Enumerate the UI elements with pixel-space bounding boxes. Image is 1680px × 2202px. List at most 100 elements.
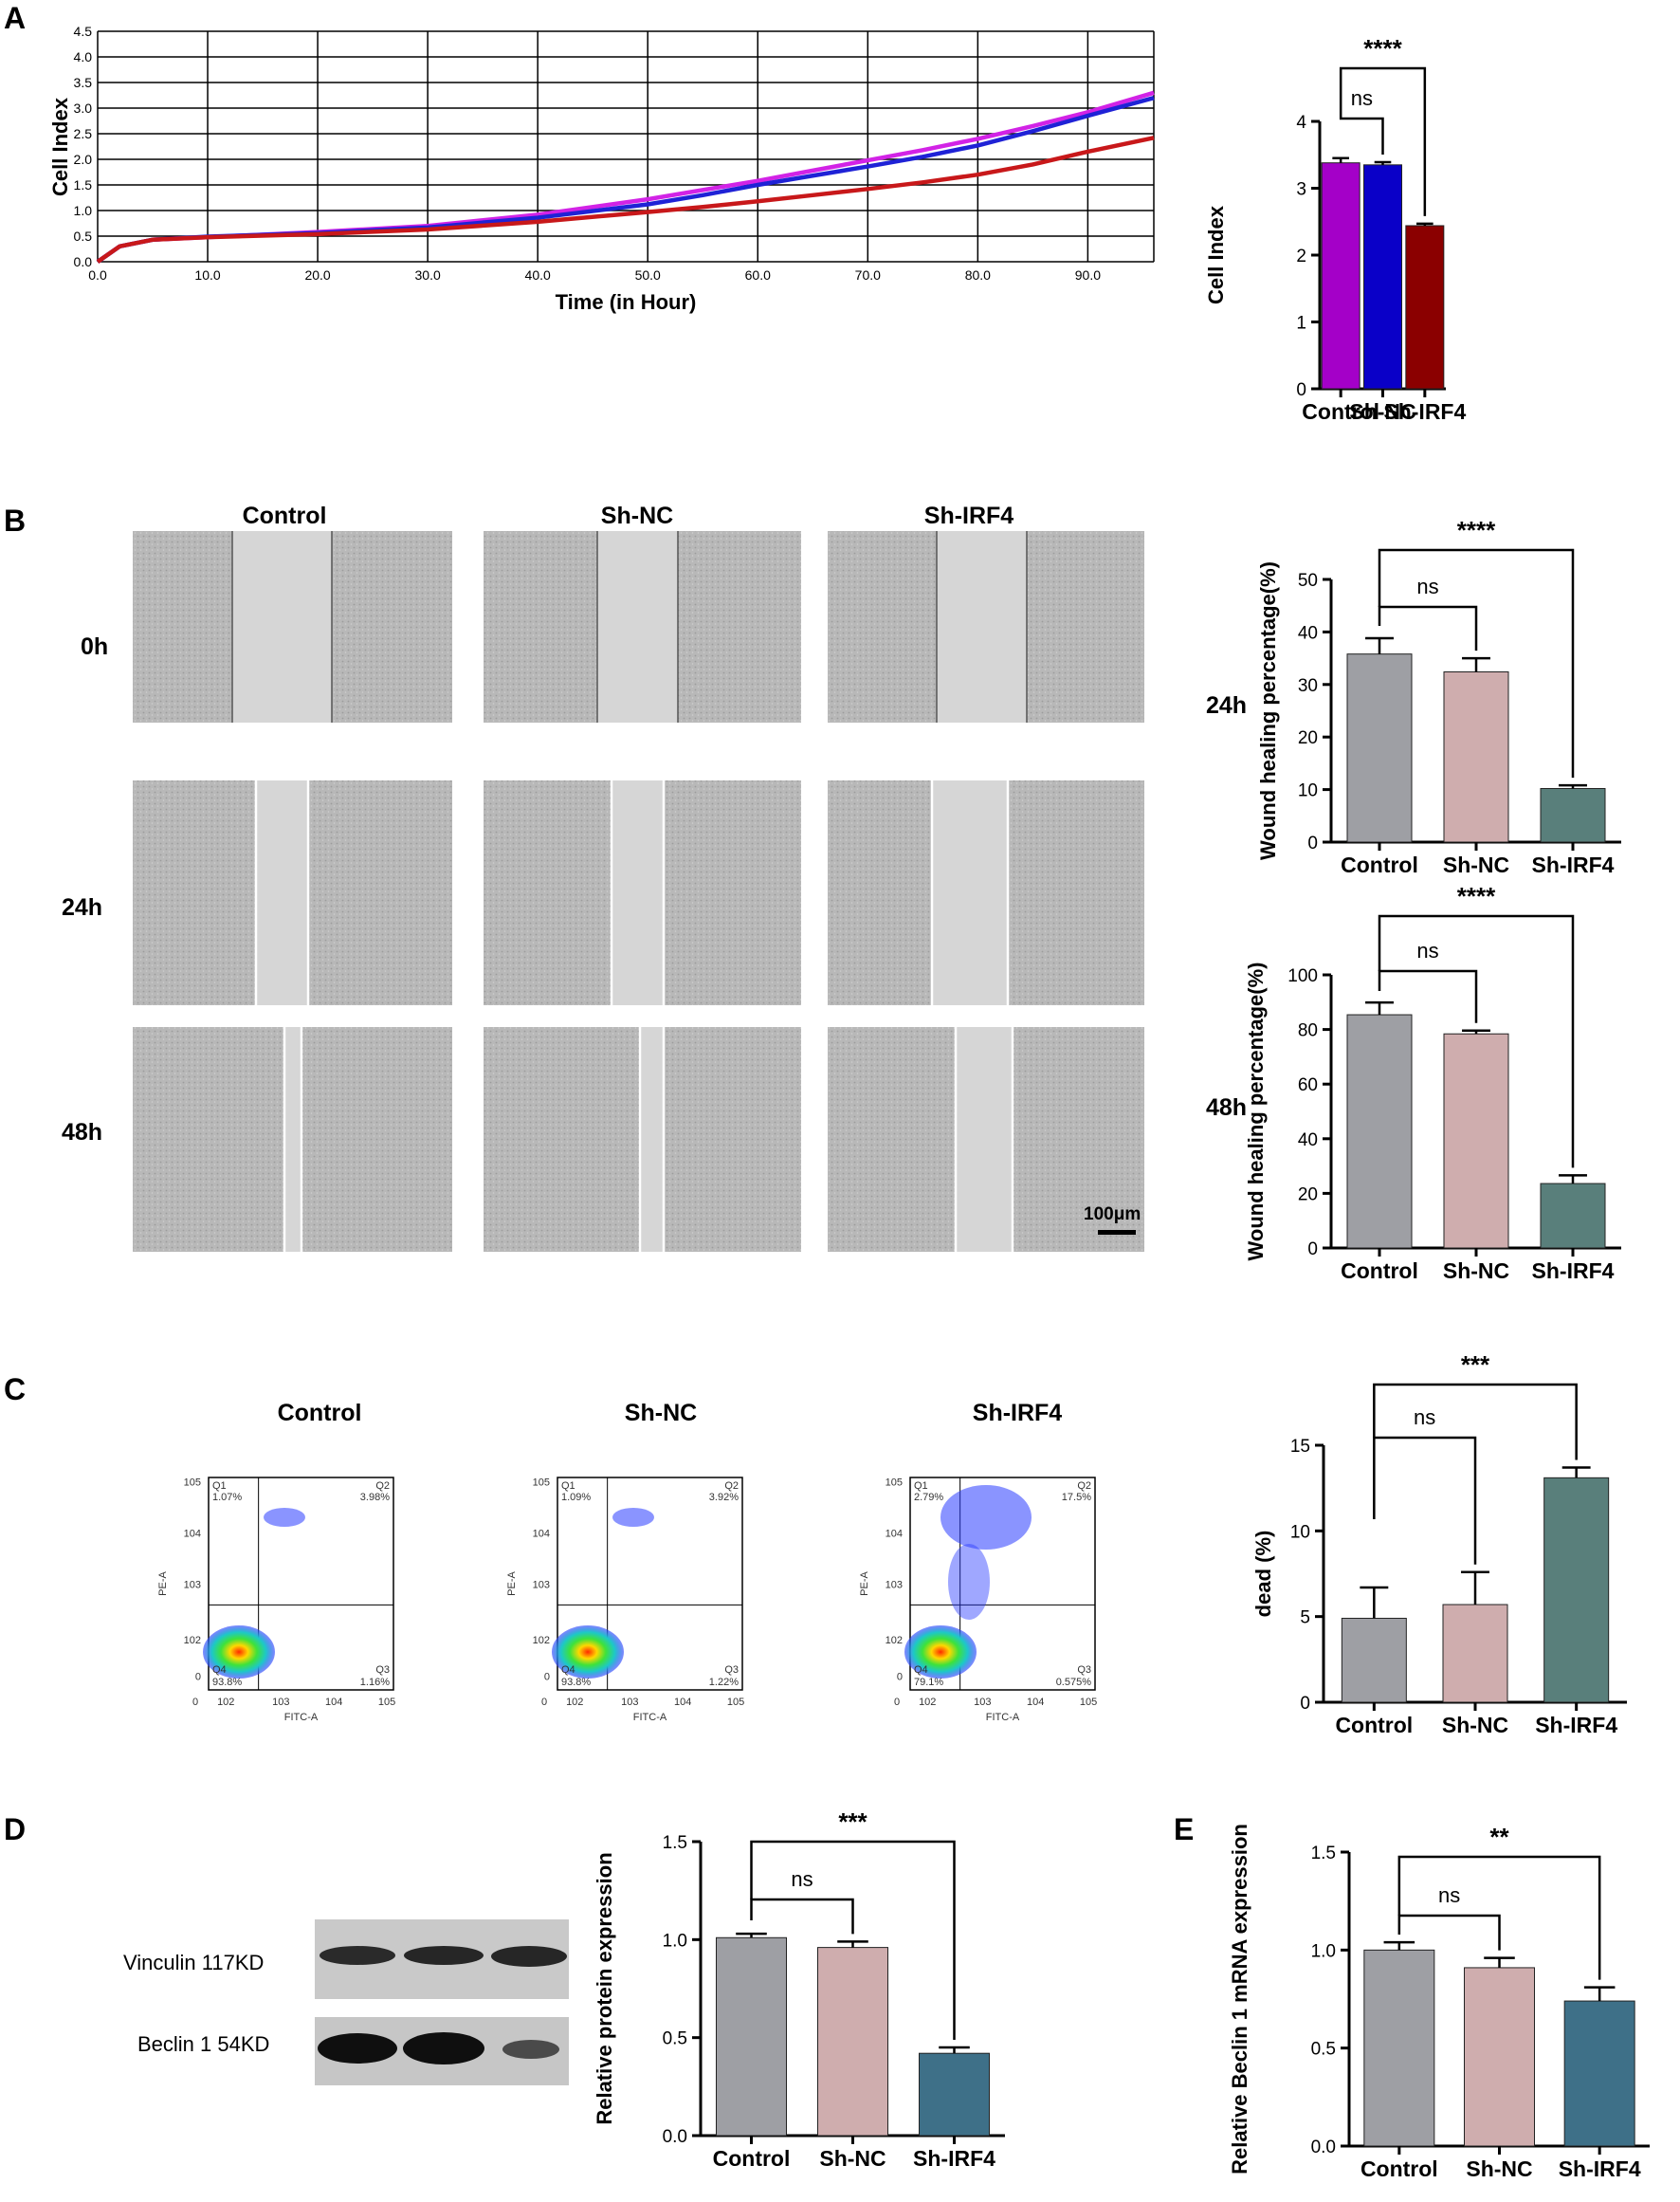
category-label: Sh-IRF4	[1559, 2156, 1641, 2181]
quadrant-name: Q3	[1077, 1664, 1091, 1676]
blot-band	[318, 2033, 397, 2064]
y-tick-label: 3.5	[74, 75, 93, 90]
y-tick-label: 4	[1296, 113, 1306, 133]
y-tick-label: 1.0	[1311, 1941, 1336, 1961]
y-tick-label: 1.0	[663, 1931, 687, 1951]
flow-x-tick-label: 102	[919, 1697, 936, 1708]
panel-label-d: D	[4, 1812, 26, 1846]
quadrant-value: 0.575%	[1056, 1677, 1092, 1688]
x-tick-label: 50.0	[635, 267, 661, 283]
flow-y-axis-title: PE-A	[506, 1571, 518, 1596]
quadrant-value: 1.22%	[709, 1677, 739, 1688]
flow-y-tick-label: 103	[184, 1579, 201, 1590]
x-tick-label: 20.0	[304, 267, 330, 283]
quadrant-value: 17.5%	[1062, 1492, 1091, 1503]
y-tick-label: 10	[1290, 1522, 1310, 1542]
category-label: Control	[1302, 399, 1379, 424]
category-label: Control	[713, 2146, 791, 2171]
quadrant-name: Q1	[914, 1480, 928, 1492]
cell-population	[904, 1625, 977, 1679]
y-axis-title: Relative Beclin 1 mRNA expression	[1228, 1824, 1251, 2174]
category-label: Sh-NC	[1443, 1258, 1509, 1283]
panel-label-b: B	[4, 504, 26, 538]
category-label: Sh-IRF4	[1532, 1258, 1615, 1283]
column-title-shnc-b: Sh-NC	[601, 503, 673, 529]
flow-x-axis-title: FITC-A	[633, 1712, 667, 1723]
quadrant-name: Q2	[724, 1480, 739, 1492]
panel-label-a: A	[4, 1, 26, 35]
x-axis-title: Time (in Hour)	[556, 290, 697, 314]
flow-y-tick-label: 104	[886, 1528, 903, 1539]
flow-x-tick-label: 103	[621, 1697, 638, 1708]
y-tick-label: 5	[1300, 1608, 1310, 1628]
dead-percent-bar-chart: 0 5 10 15 Control Sh-NC Sh-IRF4 dead (%) ns ***	[1251, 1350, 1627, 1737]
row-label-48h: 48h	[62, 1119, 102, 1146]
y-tick-label: 3.0	[74, 101, 93, 116]
y-tick-label: 0.0	[74, 254, 93, 269]
blot-label-beclin1: Beclin 1 54KD	[137, 2032, 269, 2056]
comparison-label: ns	[1438, 1883, 1460, 1907]
comparison-bracket	[750, 1840, 956, 2040]
quadrant-name: Q2	[1077, 1480, 1091, 1492]
x-tick-label: 80.0	[965, 267, 991, 283]
y-tick-label: 0.0	[1311, 2138, 1336, 2157]
flow-y-tick-label: 0	[544, 1672, 550, 1683]
flow-x-tick-label: 102	[217, 1697, 234, 1708]
bar-sh-nc	[1363, 164, 1402, 390]
flow-x-tick-label: 0	[541, 1697, 547, 1708]
cell-population	[203, 1625, 275, 1679]
y-axis-title: Relative protein expression	[593, 1852, 616, 2124]
comparison-label: ****	[1363, 34, 1402, 63]
flow-y-tick-label: 105	[886, 1477, 903, 1488]
category-label: Sh-NC	[1349, 399, 1415, 424]
x-tick-label: 70.0	[855, 267, 881, 283]
bar-sh-irf4	[919, 2052, 990, 2137]
y-tick-label: 80	[1298, 1021, 1318, 1041]
y-tick-label: 60	[1298, 1075, 1318, 1095]
wound-gap	[932, 780, 1008, 1005]
flow-y-tick-label: 0	[897, 1672, 903, 1683]
x-tick-label: 90.0	[1075, 267, 1101, 283]
comparison-label: ns	[791, 1867, 813, 1891]
y-tick-label: 1.5	[74, 177, 93, 193]
y-tick-label: 2.5	[74, 126, 93, 141]
quadrant-name: Q1	[561, 1480, 575, 1492]
y-tick-label: 0	[1300, 1694, 1310, 1714]
quadrant-value: 3.92%	[709, 1492, 739, 1503]
flow-y-tick-label: 105	[533, 1477, 550, 1488]
column-title-shnc-c: Sh-NC	[625, 1400, 697, 1426]
x-tick-label: 10.0	[194, 267, 220, 283]
x-tick-label: 60.0	[745, 267, 771, 283]
flow-y-tick-label: 104	[184, 1528, 201, 1539]
comparison-bracket	[1378, 605, 1478, 651]
comparison-label: ns	[1416, 939, 1438, 963]
category-label: Control	[1360, 2156, 1438, 2181]
quadrant-value: 93.8%	[561, 1677, 591, 1688]
quadrant-value: 3.98%	[360, 1492, 390, 1503]
wound-gap	[232, 531, 332, 723]
y-tick-label: 100	[1287, 966, 1318, 986]
flow-x-tick-label: 104	[1027, 1697, 1044, 1708]
quadrant-name: Q1	[212, 1480, 227, 1492]
y-tick-label: 20	[1298, 728, 1318, 748]
column-title-shirf4-b: Sh-IRF4	[924, 503, 1014, 529]
y-tick-label: 1	[1296, 314, 1306, 334]
blot-band	[502, 2040, 559, 2059]
quadrant-name: Q4	[914, 1664, 928, 1676]
quadrant-value: 2.79%	[914, 1492, 943, 1503]
y-tick-label: 1.5	[663, 1833, 687, 1853]
y-axis-title: Wound healing percentage(%)	[1256, 561, 1280, 860]
comparison-label: ns	[1351, 86, 1373, 110]
quadrant-name: Q3	[375, 1664, 390, 1676]
y-tick-label: 0.5	[663, 2029, 687, 2049]
quadrant-name: Q4	[212, 1664, 227, 1676]
comparison-bracket	[1339, 66, 1427, 216]
wound-gap	[937, 531, 1027, 723]
cell-population	[948, 1544, 990, 1620]
y-axis-title: dead (%)	[1251, 1531, 1275, 1618]
category-label: Sh-IRF4	[1532, 853, 1615, 877]
flow-y-tick-label: 103	[886, 1579, 903, 1590]
y-axis-title: Cell Index	[1204, 205, 1228, 304]
